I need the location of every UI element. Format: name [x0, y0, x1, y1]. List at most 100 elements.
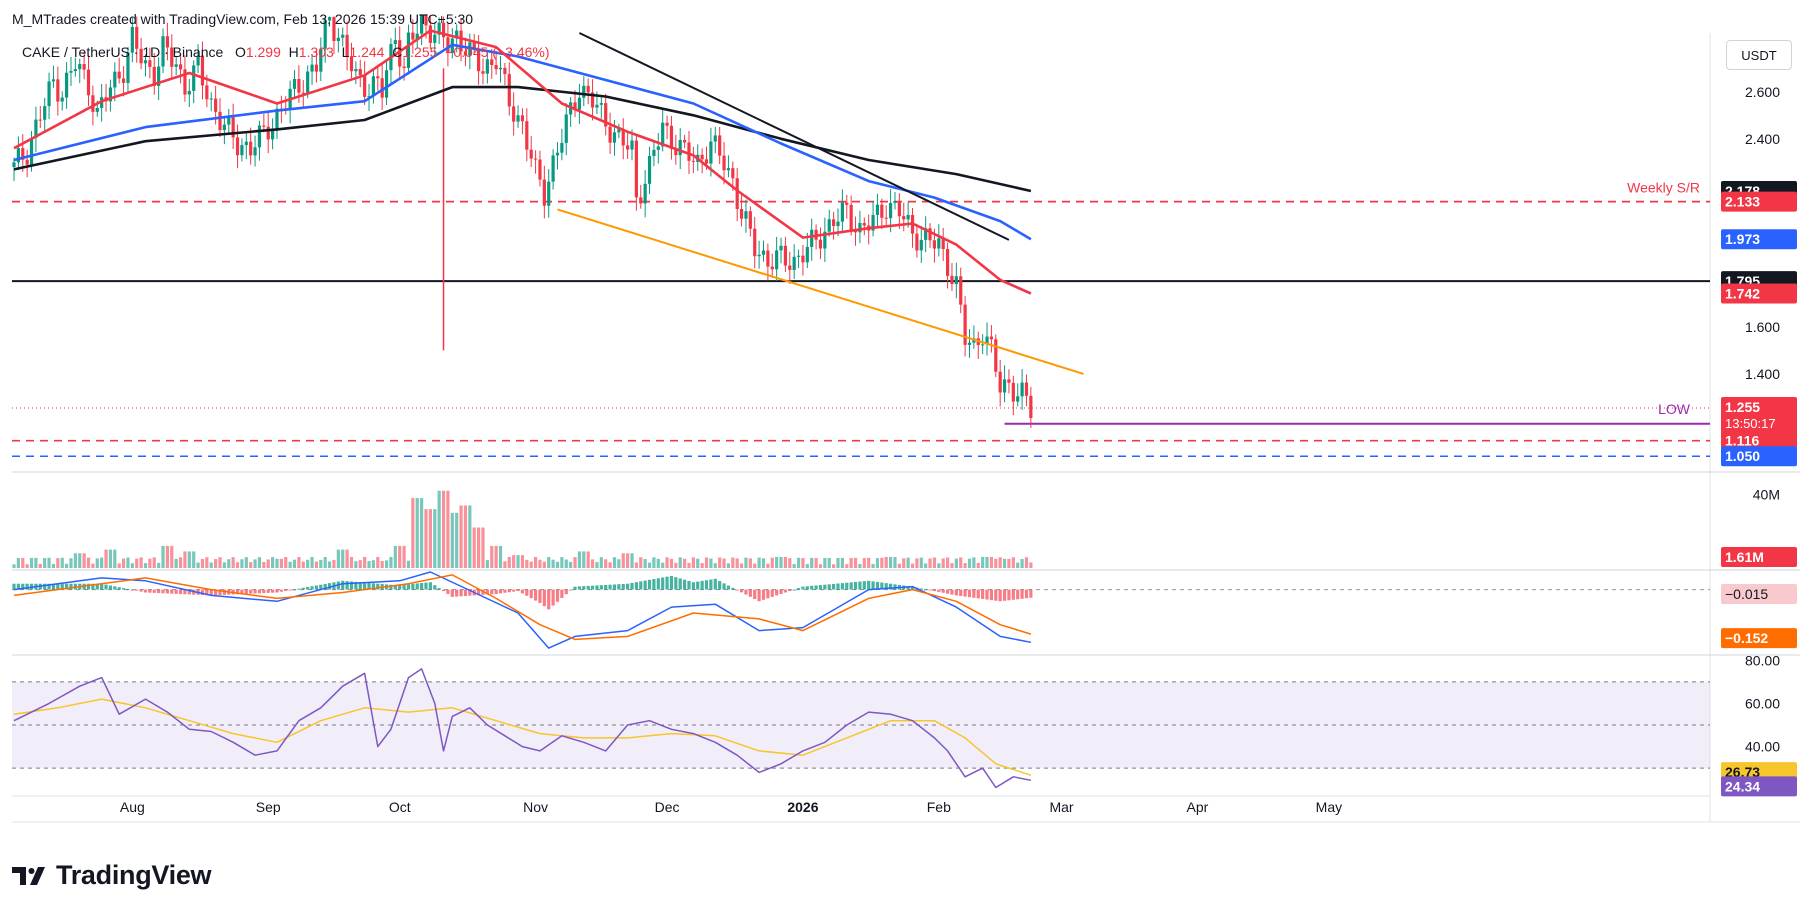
- macd-hist-bar: [402, 584, 406, 590]
- macd-hist-bar: [577, 586, 582, 590]
- candle-body: [253, 147, 257, 156]
- volume-bar: [560, 557, 564, 568]
- volume-bar: [424, 509, 428, 568]
- candle: [498, 56, 503, 83]
- candle: [735, 167, 739, 222]
- macd-hist-bar: [60, 583, 64, 590]
- volume-bar: [314, 561, 319, 568]
- candle: [529, 136, 533, 168]
- candle: [893, 191, 897, 210]
- volume-bar: [332, 559, 336, 568]
- volume-label-text: 1.61M: [1725, 549, 1764, 565]
- candle: [875, 193, 880, 229]
- volume-bar: [86, 557, 91, 568]
- volume-bar: [691, 557, 695, 568]
- candle: [503, 63, 507, 86]
- candle-body: [16, 148, 20, 163]
- candle-body: [691, 160, 695, 162]
- currency-button[interactable]: USDT: [1726, 40, 1792, 70]
- candle-body: [1011, 382, 1015, 402]
- volume-bar: [516, 555, 520, 568]
- macd-hist-bar: [604, 584, 608, 590]
- volume-bar: [875, 558, 880, 568]
- macd-hist-bar: [398, 585, 402, 590]
- candle: [555, 142, 560, 170]
- volume-bar: [468, 505, 472, 568]
- candle-body: [849, 204, 853, 231]
- macd-hist-bar: [959, 589, 963, 597]
- candle: [363, 61, 367, 105]
- candle: [626, 131, 630, 160]
- candle-body: [415, 33, 419, 40]
- tradingview-logo[interactable]: TradingView: [12, 860, 212, 891]
- candle: [533, 150, 538, 174]
- macd-hist-bar: [814, 585, 818, 590]
- candle-body: [753, 228, 757, 257]
- candle-body: [209, 98, 213, 100]
- candle-body: [985, 336, 989, 345]
- macd-hist-bar: [143, 589, 148, 593]
- macd-hist-bar: [718, 581, 722, 590]
- volume-bar: [569, 561, 573, 568]
- macd-hist-bar: [498, 589, 503, 594]
- volume-bar: [994, 558, 998, 568]
- candle-body: [564, 114, 568, 143]
- volume-bar: [753, 563, 757, 568]
- price-label-text: 1.973: [1725, 231, 1760, 247]
- candle-body: [130, 26, 134, 53]
- candle-body: [884, 217, 888, 219]
- macd-hist-bar: [349, 581, 354, 590]
- candle-body: [687, 142, 691, 161]
- volume-bar: [16, 557, 20, 568]
- candle-body: [647, 155, 652, 184]
- volume-bar: [586, 551, 590, 568]
- candle: [227, 108, 231, 134]
- candle-body: [336, 37, 340, 42]
- macd-hist-bar: [130, 589, 134, 591]
- candle: [314, 50, 319, 83]
- candle: [117, 57, 121, 84]
- candle: [520, 108, 525, 135]
- macd-hist-bar: [630, 582, 634, 590]
- volume-bar: [735, 558, 739, 568]
- price-label-box: [1721, 430, 1797, 451]
- candle: [301, 80, 305, 107]
- macd-hist-bar: [919, 588, 923, 590]
- symbol-title: CAKE / TetherUS · 1D · Binance: [22, 44, 224, 60]
- volume-bar: [1029, 562, 1033, 568]
- volume-bar: [709, 558, 713, 568]
- macd-hist-bar: [954, 589, 958, 596]
- volume-bar: [108, 549, 113, 568]
- macd-hist-bar: [726, 585, 731, 590]
- volume-bar: [205, 557, 209, 568]
- volume-bar: [906, 557, 910, 568]
- volume-bar: [963, 563, 967, 568]
- macd-hist-bar: [661, 577, 665, 590]
- macd-hist-bar: [744, 589, 748, 595]
- price-label-text: 1.116: [1725, 433, 1759, 449]
- macd-hist-bar: [976, 589, 980, 599]
- candle-body: [889, 202, 893, 219]
- candle-body: [47, 81, 51, 107]
- candle: [577, 83, 582, 124]
- volume-bar: [599, 557, 603, 568]
- time-label-1: Sep: [256, 799, 281, 815]
- macd-hist-bar: [113, 586, 117, 590]
- macd-hist-bar: [691, 582, 695, 590]
- macd-hist-bar: [86, 583, 91, 590]
- candle-body: [459, 30, 463, 52]
- candle: [323, 16, 327, 63]
- candle-body: [858, 223, 862, 233]
- volume-bar: [196, 562, 200, 568]
- candle: [959, 267, 963, 314]
- candle: [976, 331, 980, 359]
- volume-bar: [1002, 558, 1007, 568]
- macd-hist-bar: [626, 583, 630, 590]
- candle: [582, 76, 586, 107]
- volume-bar: [415, 498, 419, 568]
- candle-body: [187, 90, 191, 95]
- macd-hist-bar: [69, 583, 73, 590]
- change-value: −0.045 (−3.46%): [445, 44, 550, 60]
